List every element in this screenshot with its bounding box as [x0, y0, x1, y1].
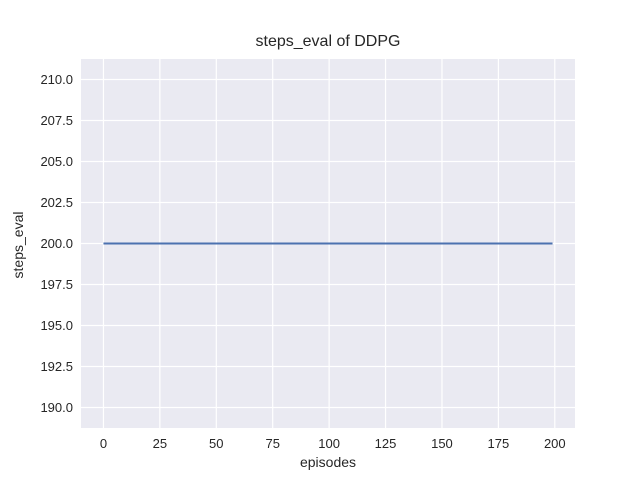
y-tick-label: 197.5 [40, 276, 73, 292]
x-tick-label: 25 [152, 436, 168, 451]
y-tick-label: 195.0 [40, 317, 73, 333]
y-tick-label: 202.5 [40, 194, 73, 210]
x-tick-label: 175 [487, 436, 510, 451]
x-tick-label: 75 [265, 436, 280, 451]
x-tick-label: 125 [374, 436, 397, 451]
y-tick-label: 205.0 [40, 153, 73, 169]
y-tick-label: 190.0 [40, 399, 73, 415]
x-tick-label: 50 [209, 436, 224, 451]
x-tick-label: 100 [318, 436, 340, 451]
y-tick-label: 210.0 [40, 71, 73, 87]
y-tick-label: 192.5 [40, 358, 73, 374]
y-tick-label: 207.5 [40, 112, 73, 128]
x-axis-label: episodes [299, 454, 357, 470]
x-tick-label: 200 [543, 436, 566, 451]
x-tick-label: 0 [99, 436, 108, 451]
chart-title: steps_eval of DDPG [255, 33, 401, 50]
y-tick-label: 200.0 [40, 235, 73, 251]
x-tick-label: 150 [431, 436, 453, 451]
